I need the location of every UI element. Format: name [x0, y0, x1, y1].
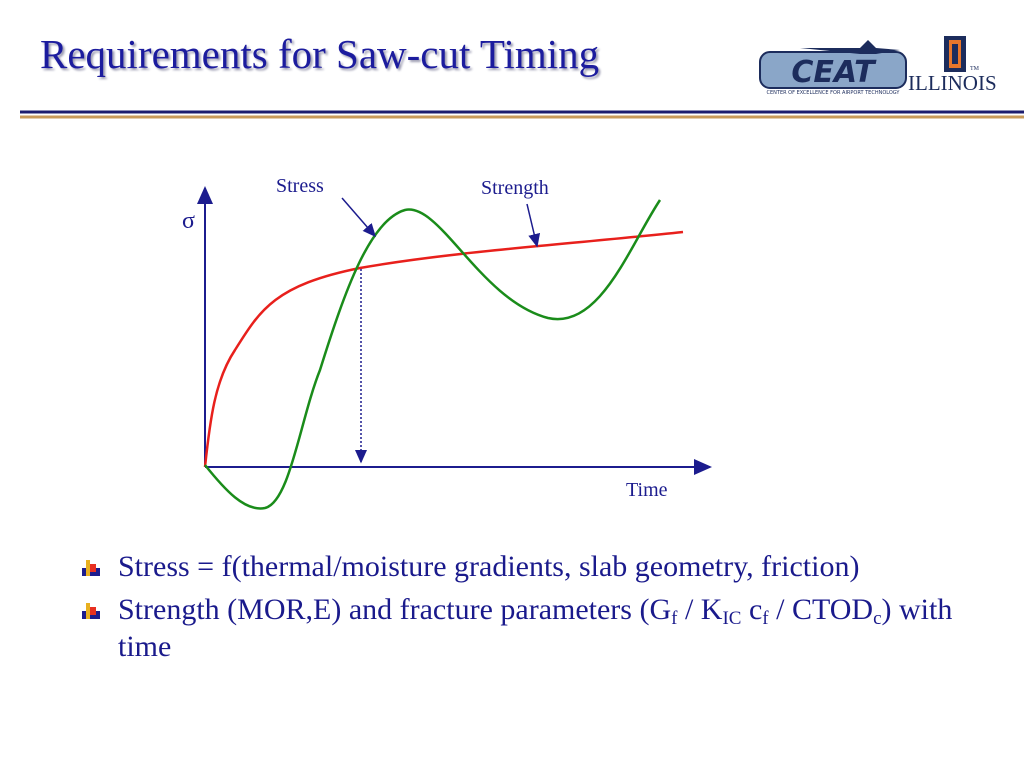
logo-university: ILLINOIS: [908, 71, 997, 95]
subscript: IC: [722, 608, 742, 629]
slide-title: Requirements for Saw-cut Timing: [40, 31, 600, 77]
strength-label: Strength: [481, 177, 549, 199]
bullet-text: Strength (MOR,E) and fracture parameters…: [118, 593, 672, 626]
bullet: Strength (MOR,E) and fracture parameters…: [80, 591, 963, 665]
subscript: f: [762, 608, 769, 629]
bullet-icon: [82, 603, 100, 619]
stress-label: Stress: [276, 175, 324, 197]
logo-tm: TM: [970, 66, 980, 72]
stress-curve: [204, 199, 662, 510]
slide-graphics: CEAT CENTER OF EXCELLENCE FOR AIRPORT TE…: [20, 36, 1024, 510]
logo-plane: [800, 40, 900, 54]
bullet-text: ) with time: [118, 593, 953, 663]
logo-caption: CENTER OF EXCELLENCE FOR AIRPORT TECHNOL…: [767, 90, 901, 96]
bullet-text: / CTOD: [768, 593, 874, 626]
bullet-text: c: [741, 593, 763, 626]
logo-badge: [759, 51, 907, 89]
strength-curve: [203, 230, 684, 468]
bullet-list: Stress = f(thermal/moisture gradients, s…: [80, 548, 970, 671]
logo-mark: CEAT: [791, 55, 877, 90]
bullet: Stress = f(thermal/moisture gradients, s…: [80, 548, 963, 585]
subscript: f: [671, 608, 678, 629]
ceat-logo: CEAT CENTER OF EXCELLENCE FOR AIRPORT TE…: [759, 36, 997, 96]
illinois-mark: [952, 44, 958, 64]
subscript: c: [873, 608, 882, 629]
strength-pointer: [526, 203, 541, 248]
y-axis-label: σ: [182, 208, 195, 234]
stress-pointer: [341, 197, 376, 238]
bullet-text: Stress = f(thermal/moisture gradients, s…: [118, 550, 860, 583]
bullet-icon: [82, 560, 100, 576]
x-axis-label: Time: [626, 479, 668, 501]
bullet-text: / K: [677, 593, 723, 626]
